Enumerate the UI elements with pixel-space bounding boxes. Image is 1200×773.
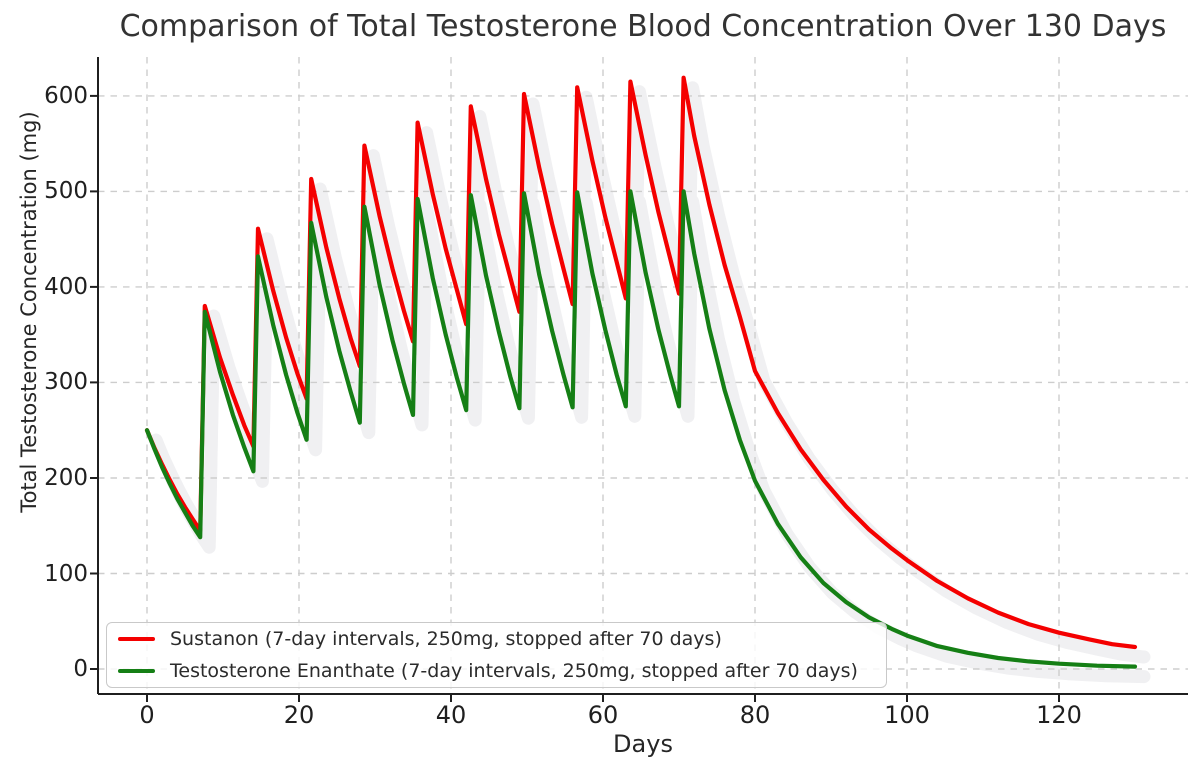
y-tick-label: 400 [44, 273, 88, 300]
x-tick-label: 120 [1036, 701, 1082, 729]
legend-label-sustanon: Sustanon (7-day intervals, 250mg, stoppe… [170, 628, 722, 650]
x-axis-label: Days [613, 730, 673, 758]
y-axis-label: Total Testosterone Concentration (mg) [17, 111, 41, 513]
chart-title: Comparison of Total Testosterone Blood C… [119, 9, 1167, 44]
gridlines [98, 57, 1188, 694]
axes-spines [97, 57, 1188, 695]
y-tick-label: 200 [44, 465, 88, 491]
y-tick-label: 100 [44, 560, 88, 587]
y-tick-label: 500 [44, 178, 88, 205]
series-enanthate-line [144, 189, 1138, 669]
legend: Sustanon (7-day intervals, 250mg, stoppe… [106, 622, 887, 688]
x-tick-label: 40 [435, 701, 467, 729]
enanthate-line-swatch [118, 669, 155, 673]
y-tick-label: 300 [44, 369, 88, 396]
y-tick-label: 0 [73, 656, 88, 682]
x-tick-label: 20 [283, 701, 315, 729]
y-tick-label: 600 [44, 82, 88, 109]
x-tick-label: 60 [587, 701, 619, 729]
x-tick-label: 80 [739, 701, 771, 729]
tick-marks [90, 94, 1060, 702]
x-tick-label: 100 [884, 701, 930, 729]
legend-label-enanthate: Testosterone Enanthate (7-day intervals,… [170, 660, 858, 682]
sustanon-line-swatch [118, 637, 155, 641]
x-tick-label: 0 [139, 701, 155, 729]
legend-item-sustanon: Sustanon (7-day intervals, 250mg, stoppe… [118, 625, 886, 653]
legend-item-enanthate: Testosterone Enanthate (7-day intervals,… [118, 657, 886, 685]
